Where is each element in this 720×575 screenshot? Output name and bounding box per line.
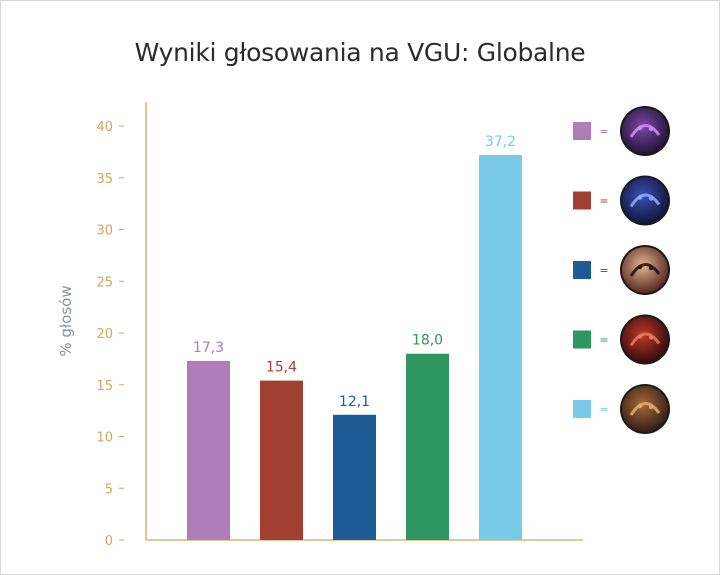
portrait-face — [622, 108, 668, 154]
bar — [333, 414, 376, 540]
portrait-face — [622, 316, 668, 363]
y-tick-label: 5 — [105, 482, 113, 497]
champion-portrait-warrior-icon — [620, 245, 670, 295]
portrait-face — [622, 177, 668, 224]
portrait-eye — [637, 334, 643, 339]
portrait-face — [622, 386, 668, 432]
portrait-detail — [629, 124, 661, 138]
legend-equals-sign: = — [599, 334, 608, 347]
portrait-eye — [648, 404, 654, 410]
legend-equals-sign: = — [599, 125, 608, 138]
portrait-eye — [637, 264, 643, 270]
y-tick-label: 25 — [96, 275, 113, 290]
legend-swatch — [573, 122, 591, 140]
y-tick-label: 0 — [105, 534, 113, 549]
portrait-eye — [648, 265, 654, 271]
portrait-detail — [629, 193, 661, 208]
champion-portrait-wolf-icon — [620, 384, 670, 434]
portrait-eye — [648, 196, 654, 201]
bar — [260, 380, 303, 540]
legend-equals-sign: = — [599, 195, 608, 208]
y-tick-label: 10 — [96, 431, 113, 446]
portrait-eye — [648, 335, 654, 340]
bar-value-label: 12,1 — [339, 394, 370, 410]
portrait-eye — [637, 403, 643, 409]
portrait-eye — [637, 125, 643, 131]
y-tick-label: 15 — [96, 379, 113, 394]
legend-swatch — [573, 330, 591, 349]
champion-portrait-purple-icon — [620, 106, 670, 156]
bar — [479, 154, 522, 541]
portrait-face — [622, 247, 668, 293]
portrait-eye — [637, 195, 643, 200]
y-tick-label: 30 — [96, 224, 113, 239]
y-axis-label: % głosów — [57, 285, 75, 356]
y-tick-label: 20 — [96, 327, 113, 342]
bar-value-label: 37,2 — [485, 134, 516, 150]
portrait-detail — [629, 402, 661, 416]
legend-swatch — [573, 261, 591, 279]
chart-legend: = = = = = — [573, 106, 670, 434]
legend-equals-sign: = — [599, 264, 608, 277]
portrait-eye — [648, 126, 654, 132]
bar — [406, 353, 449, 540]
bar-value-label: 18,0 — [412, 333, 443, 349]
legend-swatch — [573, 191, 591, 210]
y-tick-label: 40 — [96, 120, 113, 135]
champion-portrait-red-dragon-icon — [620, 314, 670, 365]
bar — [187, 360, 230, 540]
bar-value-label: 15,4 — [266, 360, 297, 376]
legend-swatch — [573, 400, 591, 418]
portrait-detail — [629, 332, 661, 347]
portrait-detail — [629, 263, 661, 277]
y-tick-label: 35 — [96, 172, 113, 187]
legend-equals-sign: = — [599, 403, 608, 416]
chart-title: Wyniki głosowania na VGU: Globalne — [134, 38, 586, 67]
bar-value-label: 17,3 — [193, 340, 224, 356]
chart-bars: 17,3 15,4 12,1 18,0 37,2 — [187, 134, 522, 541]
champion-portrait-dark-blue-icon — [620, 175, 670, 226]
